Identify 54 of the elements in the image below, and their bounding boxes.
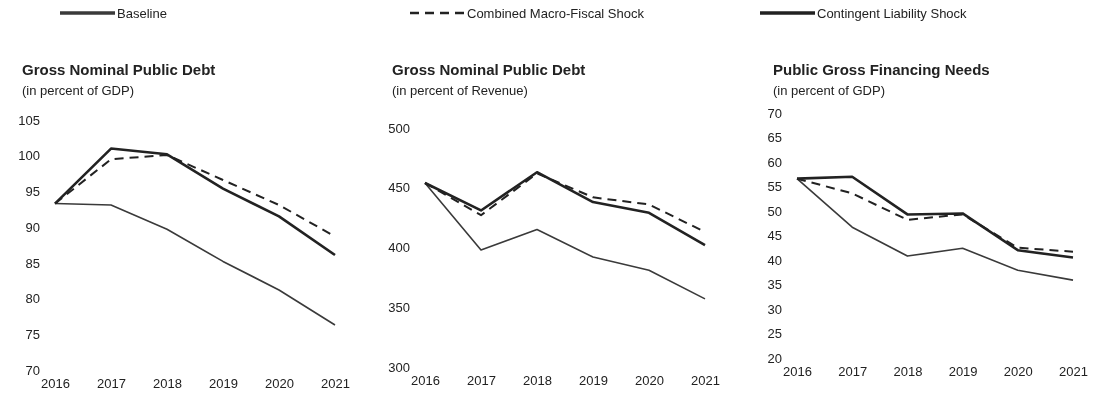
chart-title: Gross Nominal Public Debt: [22, 61, 216, 78]
line-series: [796, 177, 1074, 281]
chart-subtitle: (in percent of Revenue): [392, 83, 528, 98]
y-tick-label: 20: [767, 350, 782, 366]
y-tick-label: 100: [18, 148, 40, 164]
x-tick-label: 2016: [783, 364, 812, 380]
chart-subtitle: (in percent of GDP): [773, 83, 885, 98]
y-tick-label: 90: [25, 219, 40, 235]
y-tick-label: 55: [767, 179, 782, 195]
y-tick-label: 450: [388, 180, 410, 196]
y-tick-label: 85: [25, 255, 40, 271]
legend-label: Contingent Liability Shock: [817, 6, 968, 21]
y-tick-label: 400: [388, 240, 410, 256]
x-tick-label: 2019: [579, 373, 608, 389]
y-tick-label: 50: [767, 203, 782, 219]
chart-subtitle: (in percent of GDP): [22, 83, 134, 98]
y-tick-label: 80: [25, 291, 40, 307]
x-tick-label: 2020: [635, 373, 664, 389]
x-tick-label: 2020: [265, 376, 294, 392]
y-tick-label: 35: [767, 277, 782, 293]
x-tick-label: 2016: [411, 373, 440, 389]
y-tick-label: 95: [25, 184, 40, 200]
y-tick-label: 75: [25, 326, 40, 342]
chart-title: Gross Nominal Public Debt: [392, 61, 586, 78]
line-series: [54, 202, 336, 326]
y-tick-label: 70: [25, 362, 40, 378]
x-tick-label: 2021: [691, 373, 720, 389]
x-tick-label: 2016: [41, 376, 70, 392]
x-tick-label: 2018: [893, 364, 923, 380]
y-tick-label: 70: [767, 105, 782, 121]
y-tick-label: 30: [767, 301, 782, 317]
x-tick-label: 2017: [838, 364, 868, 380]
y-tick-label: 350: [388, 299, 410, 315]
x-tick-label: 2019: [948, 364, 978, 380]
y-tick-label: 60: [767, 154, 782, 170]
y-tick-label: 500: [388, 120, 410, 136]
y-tick-label: 25: [767, 326, 782, 342]
legend-label: Baseline: [117, 6, 167, 21]
x-tick-label: 2020: [1003, 364, 1033, 380]
x-tick-label: 2019: [209, 376, 238, 392]
x-tick-label: 2018: [523, 373, 552, 389]
chart-title: Public Gross Financing Needs: [773, 61, 990, 78]
y-tick-label: 300: [388, 359, 410, 375]
x-tick-label: 2021: [1059, 364, 1088, 380]
legend-label: Combined Macro-Fiscal Shock: [467, 6, 645, 21]
line-series: [424, 182, 706, 300]
y-tick-label: 40: [767, 252, 782, 268]
x-tick-label: 2017: [97, 376, 126, 392]
y-tick-label: 105: [18, 112, 40, 128]
y-tick-label: 45: [767, 228, 782, 244]
x-tick-label: 2018: [153, 376, 182, 392]
y-tick-label: 65: [767, 130, 782, 146]
x-tick-label: 2021: [321, 376, 350, 392]
x-tick-label: 2017: [467, 373, 496, 389]
